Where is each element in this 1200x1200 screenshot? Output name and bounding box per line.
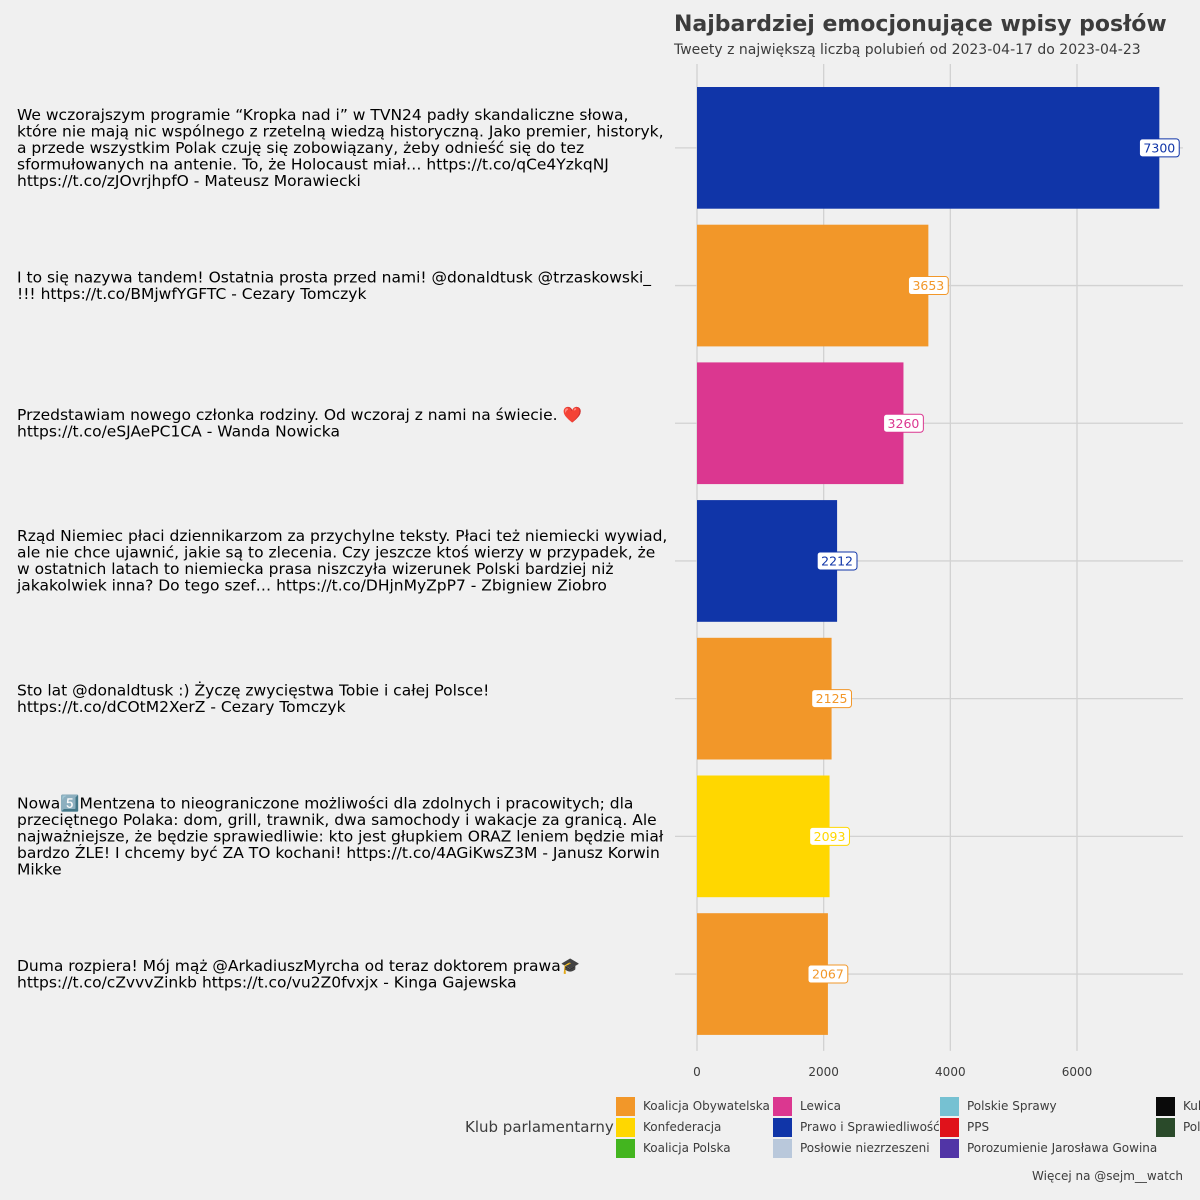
value-label-box xyxy=(883,413,924,433)
bar xyxy=(697,637,832,760)
bar xyxy=(697,224,929,347)
legend-label: Koalicja Obywatelska xyxy=(643,1099,770,1113)
legend-item: Kukiz'15 xyxy=(1156,1096,1200,1116)
legend-item: Posłowie niezrzeszeni xyxy=(773,1138,930,1158)
value-label-box xyxy=(816,551,858,571)
value-label-box xyxy=(1138,138,1180,158)
legend-swatch xyxy=(616,1117,635,1137)
legend-swatch xyxy=(1156,1096,1175,1116)
value-label: 3260 xyxy=(888,416,920,431)
legend-swatch xyxy=(616,1096,635,1116)
legend-swatch xyxy=(940,1096,959,1116)
category-label: Przedstawiam nowego członka rodziny. Od … xyxy=(17,406,582,441)
category-label: Nowa5️⃣Mentzena to nieograniczone możliw… xyxy=(17,793,664,878)
category-label: I to się nazywa tandem! Ostatnia prosta … xyxy=(17,268,651,303)
x-tick-label: 4000 xyxy=(935,1065,966,1079)
category-label: Rząd Niemiec płaci dziennikarzom za przy… xyxy=(16,527,667,595)
legend-item: Polskie Sprawy xyxy=(940,1096,1057,1116)
value-label-box xyxy=(809,826,850,846)
category-label: We wczorajszym programie “Kropka nad i” … xyxy=(17,106,664,190)
legend-swatch xyxy=(773,1138,792,1158)
value-label: 2212 xyxy=(821,553,853,568)
legend: Koalicja Obywatelska Konfederacja Koalicja… xyxy=(616,1096,1200,1158)
legend-label: Konfederacja xyxy=(643,1120,722,1134)
legend-item: Prawo i Sprawiedliwość xyxy=(773,1117,940,1137)
value-label: 3653 xyxy=(912,278,944,293)
legend-label: Polskie Sprawy xyxy=(967,1099,1057,1113)
bar xyxy=(697,87,1160,209)
legend-item: Koalicja Polska xyxy=(616,1138,731,1158)
bar xyxy=(697,362,904,485)
legend-label: Prawo i Sprawiedliwość xyxy=(800,1120,940,1134)
legend-swatch xyxy=(940,1117,959,1137)
plot-area: 0 2000 4000 6000 7300 We wczorajszym programi… xyxy=(16,64,1183,1079)
legend-label: Lewica xyxy=(800,1099,841,1113)
bar xyxy=(697,500,838,622)
legend-swatch xyxy=(773,1096,792,1116)
x-tick-label: 0 xyxy=(693,1065,701,1079)
legend-title: Klub parlamentarny xyxy=(465,1118,614,1136)
category-label: Sto lat @donaldtusk :) Życzę zwycięstwa … xyxy=(17,680,489,716)
legend-label: Koalicja Polska xyxy=(643,1141,731,1155)
value-label-box xyxy=(807,964,849,984)
legend-item: PPS xyxy=(940,1117,989,1137)
value-label: 2125 xyxy=(816,691,848,706)
legend-item: Porozumienie Jarosława Gowina xyxy=(940,1138,1157,1158)
legend-label: PPS xyxy=(967,1120,990,1134)
legend-item: Konfederacja xyxy=(616,1117,721,1137)
legend-swatch xyxy=(773,1117,792,1137)
legend-swatch xyxy=(1156,1117,1175,1137)
legend-item: Lewica xyxy=(773,1096,841,1116)
value-label: 7300 xyxy=(1143,140,1175,155)
category-label: Duma rozpiera! Mój mąż @ArkadiuszMyrcha … xyxy=(17,957,580,992)
value-label-box xyxy=(811,689,852,709)
legend-label: Polska 2050 xyxy=(1183,1120,1200,1134)
legend-item: Polska 2050 xyxy=(1156,1117,1200,1137)
bar xyxy=(697,913,828,1035)
value-label-box xyxy=(907,276,949,296)
x-tick-label: 6000 xyxy=(1062,1065,1093,1079)
chart-caption: Więcej na @sejm__watch xyxy=(1032,1169,1183,1183)
bar xyxy=(697,775,830,898)
chart-title: Najbardziej emocjonujące wpisy posłów xyxy=(674,12,1167,37)
legend-swatch xyxy=(940,1138,959,1158)
legend-label: Kukiz'15 xyxy=(1183,1099,1200,1113)
legend-item: Koalicja Obywatelska xyxy=(616,1096,770,1116)
value-label: 2093 xyxy=(814,829,846,844)
legend-label: Porozumienie Jarosława Gowina xyxy=(967,1141,1158,1155)
x-tick-label: 2000 xyxy=(808,1065,839,1079)
legend-swatch xyxy=(616,1138,635,1158)
legend-label: Posłowie niezrzeszeni xyxy=(800,1141,930,1155)
chart-subtitle: Tweety z największą liczbą polubień od 2… xyxy=(674,42,1141,58)
value-label: 2067 xyxy=(812,967,844,982)
